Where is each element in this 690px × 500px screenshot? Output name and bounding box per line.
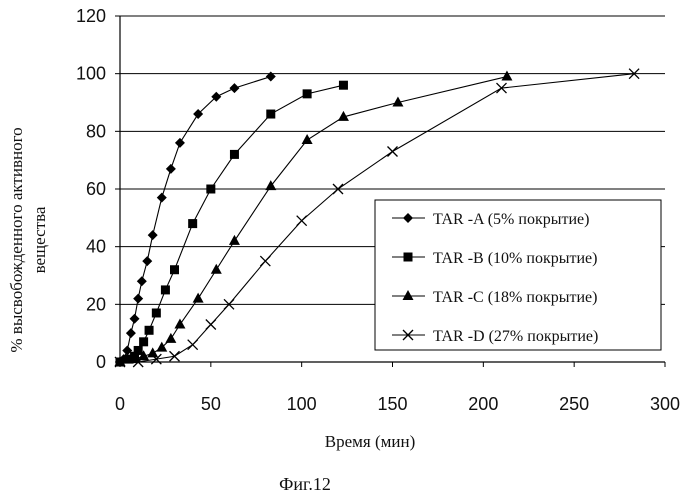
- data-point: [142, 256, 153, 267]
- data-point: [229, 83, 240, 94]
- data-point: [124, 354, 134, 364]
- data-point: [156, 192, 167, 203]
- data-point: [133, 345, 143, 355]
- series-line: [119, 76, 271, 363]
- legend-label: TAR -A (5% покрытие): [433, 211, 589, 228]
- series-square: [115, 80, 348, 367]
- legend-marker: [402, 290, 414, 300]
- x-tick-label: 300: [650, 394, 680, 414]
- data-point: [174, 318, 186, 329]
- data-point: [160, 285, 170, 295]
- data-point: [125, 328, 136, 339]
- data-point: [170, 265, 179, 275]
- legend-item: TAR -A (5% покрытие): [392, 211, 589, 228]
- data-point: [302, 89, 312, 99]
- legend-marker: [403, 252, 413, 262]
- x-tick-label: 150: [377, 394, 407, 414]
- data-point: [211, 91, 222, 102]
- data-point: [122, 345, 133, 356]
- y-tick-label: 0: [96, 352, 106, 372]
- data-point: [210, 263, 222, 274]
- data-point: [387, 146, 398, 157]
- data-point: [228, 234, 240, 245]
- data-point: [147, 230, 158, 241]
- x-tick-label: 250: [559, 394, 589, 414]
- data-point: [338, 80, 348, 90]
- data-point: [229, 149, 239, 159]
- data-point: [136, 276, 147, 287]
- data-point: [205, 319, 217, 330]
- legend: TAR -A (5% покрытие) TAR -B (10% покрытие…: [374, 199, 662, 351]
- data-point: [392, 96, 404, 107]
- data-point: [501, 70, 513, 81]
- series-triangle: [114, 70, 513, 366]
- data-point: [150, 353, 162, 365]
- data-point: [301, 133, 313, 144]
- data-point: [259, 255, 271, 267]
- y-axis-label-line1: % высвобожденного активного: [7, 127, 26, 352]
- x-tick-label: 50: [201, 394, 221, 414]
- data-point: [337, 110, 349, 121]
- data-point: [193, 109, 204, 120]
- y-tick-label: 120: [76, 6, 106, 26]
- data-point: [165, 163, 176, 174]
- data-point: [133, 293, 144, 304]
- data-point: [132, 356, 144, 368]
- y-tick-label: 20: [86, 294, 106, 314]
- x-axis-label: Время (мин): [325, 432, 416, 451]
- y-axis-label-line2: вещества: [30, 206, 49, 273]
- legend-marker: [403, 213, 413, 223]
- data-point: [147, 347, 159, 358]
- data-point: [138, 350, 150, 361]
- data-point: [174, 137, 185, 148]
- y-tick-label: 40: [86, 237, 106, 257]
- data-point: [296, 215, 308, 227]
- data-point: [188, 219, 198, 229]
- data-point: [144, 325, 154, 335]
- data-point: [114, 356, 126, 368]
- data-point: [187, 339, 199, 351]
- data-point: [265, 180, 277, 191]
- legend-box: [374, 199, 662, 351]
- data-point: [496, 82, 507, 94]
- data-point: [332, 183, 344, 195]
- legend-items: TAR -A (5% покрытие) TAR -B (10% покрытие…: [392, 211, 598, 345]
- data-point: [139, 337, 149, 347]
- data-point: [156, 341, 168, 352]
- data-point: [192, 292, 204, 303]
- series-group: [114, 68, 640, 368]
- data-point: [265, 71, 276, 82]
- y-tick-label: 100: [76, 64, 106, 84]
- data-point: [165, 332, 177, 343]
- data-point: [266, 109, 276, 119]
- legend-item: TAR -C (18% покрытие): [392, 289, 597, 306]
- y-tick-labels: 0 20 40 60 80 100 120: [76, 6, 120, 372]
- data-point: [628, 68, 640, 80]
- data-point: [223, 298, 235, 310]
- series-line: [119, 84, 344, 363]
- legend-label: TAR -B (10% покрытие): [433, 250, 597, 267]
- y-tick-label: 80: [86, 121, 106, 141]
- legend-marker: [402, 329, 414, 341]
- data-point: [114, 356, 126, 366]
- data-point: [206, 184, 216, 194]
- figure-caption: Фиг.12: [279, 474, 331, 494]
- legend-item: TAR -B (10% покрытие): [392, 250, 597, 267]
- legend-item: TAR -D (27% покрытие): [392, 328, 598, 345]
- x-tick-label: 200: [468, 394, 498, 414]
- data-point: [169, 350, 180, 362]
- legend-label: TAR -D (27% покрытие): [433, 328, 598, 345]
- legend-label: TAR -C (18% покрытие): [433, 289, 597, 306]
- y-tick-label: 60: [86, 179, 106, 199]
- x-tick-label: 100: [287, 394, 317, 414]
- x-tick-label: 0: [115, 394, 125, 414]
- x-tick-labels: 0 50 100 150 200 250 300: [115, 362, 680, 414]
- data-point: [151, 308, 161, 318]
- data-point: [129, 313, 140, 324]
- series-x: [114, 68, 640, 368]
